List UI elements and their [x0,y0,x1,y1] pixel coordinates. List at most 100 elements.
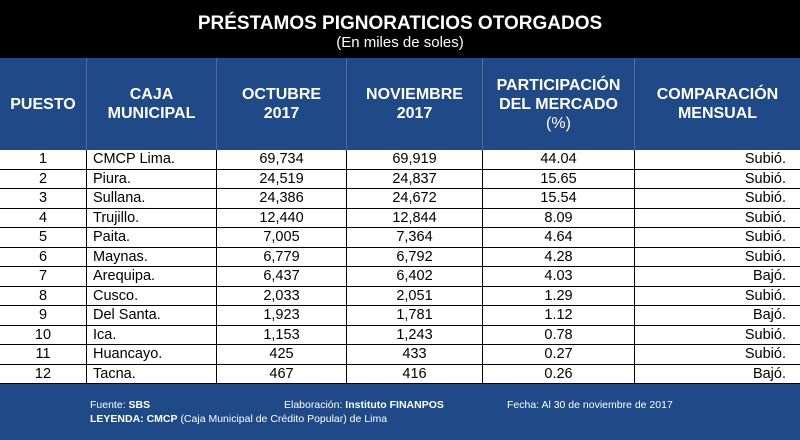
title-area: PRÉSTAMOS PIGNORATICIOS OTORGADOS (En mi… [0,0,800,58]
cell-comparacion: Subió. [634,325,800,345]
cell-octubre: 24,386 [216,189,346,209]
cell-noviembre: 6,792 [346,247,482,267]
cell-puesto: 3 [0,189,86,209]
cell-octubre: 69,734 [216,150,346,170]
cell-puesto: 11 [0,345,86,365]
cell-participacion: 4.28 [482,247,634,267]
cell-noviembre: 433 [346,345,482,365]
cell-comparacion: Bajó. [634,267,800,287]
header-noviembre-line2: 2017 [396,105,433,122]
cell-octubre: 1,153 [216,325,346,345]
table-footer: Fuente: SBS Elaboración: Instituto FINAN… [0,384,800,440]
cell-caja: Piura. [86,169,216,189]
cell-octubre: 7,005 [216,228,346,248]
table-row: 8 Cusco. 2,033 2,051 1.29 Subió. [0,286,800,306]
cell-caja: Trujillo. [86,208,216,228]
cell-puesto: 5 [0,228,86,248]
cell-participacion: 4.03 [482,267,634,287]
header-participacion-line1: PARTICIPACIÓN [496,76,621,94]
header-comparacion: COMPARACIÓN MENSUAL [634,58,800,150]
cell-octubre: 6,779 [216,247,346,267]
cell-participacion: 44.04 [482,150,634,170]
cell-participacion: 15.65 [482,169,634,189]
cell-puesto: 8 [0,287,86,306]
cell-noviembre: 12,844 [346,208,482,228]
cell-comparacion: Subió. [634,169,800,189]
cell-puesto: 10 [0,326,86,345]
cell-comparacion: Subió. [634,345,800,365]
header-puesto: PUESTO [0,58,86,150]
cell-comparacion: Subió. [634,189,800,209]
cell-puesto: 2 [0,170,86,189]
cell-participacion: 0.26 [482,364,634,384]
footer-elaboracion: Elaboración: Instituto FINANPOS [284,398,444,412]
header-comparacion-line2: MENSUAL [677,105,758,122]
header-participacion: PARTICIPACIÓN DEL MERCADO (%) [482,58,634,150]
header-noviembre-line1: NOVIEMBRE [366,86,463,103]
header-participacion-unit: (%) [546,114,571,132]
cell-puesto: 1 [0,150,86,170]
header-caja-line2: MUNICIPAL [107,105,196,122]
table-row: 1 CMCP Lima. 69,734 69,919 44.04 Subió. [0,150,800,170]
table-row: 9 Del Santa. 1,923 1,781 1.12 Bajó. [0,306,800,326]
header-octubre: OCTUBRE 2017 [216,58,346,150]
cell-comparacion: Subió. [634,286,800,306]
cell-caja: Huancayo. [86,345,216,365]
cell-comparacion: Subió. [634,247,800,267]
footer-leyenda-abbr: CMCP [146,413,178,425]
footer-fuente-label: Fuente: [90,399,126,411]
header-octubre-line1: OCTUBRE [241,86,322,103]
cell-noviembre: 416 [346,364,482,384]
footer-leyenda: LEYENDA: CMCP (Caja Municipal de Crédito… [90,412,387,426]
cell-participacion: 15.54 [482,189,634,209]
footer-fecha: Fecha: Al 30 de noviembre de 2017 [507,399,673,411]
header-participacion-line2: DEL MERCADO [499,95,618,113]
cell-noviembre: 2,051 [346,286,482,306]
header-noviembre: NOVIEMBRE 2017 [346,58,482,150]
table-row: 6 Maynas. 6,779 6,792 4.28 Subió. [0,247,800,267]
footer-leyenda-text: (Caja Municipal de Crédito Popular) de L… [180,413,388,425]
cell-comparacion: Subió. [634,150,800,170]
table-header: PUESTO CAJA MUNICIPAL OCTUBRE 2017 NOVIEMB… [0,58,800,150]
cell-octubre: 2,033 [216,286,346,306]
cell-octubre: 6,437 [216,267,346,287]
cell-comparacion: Subió. [634,228,800,248]
cell-octubre: 467 [216,364,346,384]
table-row: 10 Ica. 1,153 1,243 0.78 Subió. [0,325,800,345]
cell-noviembre: 24,672 [346,189,482,209]
table-subtitle: (En miles de soles) [336,34,464,51]
cell-participacion: 0.27 [482,345,634,365]
cell-participacion: 1.12 [482,306,634,326]
table-row: 2 Piura. 24,519 24,837 15.65 Subió. [0,169,800,189]
cell-caja: Sullana. [86,189,216,209]
cell-participacion: 1.29 [482,286,634,306]
cell-noviembre: 1,243 [346,325,482,345]
cell-participacion: 8.09 [482,208,634,228]
cell-comparacion: Subió. [634,208,800,228]
table-row: 11 Huancayo. 425 433 0.27 Subió. [0,345,800,365]
header-comparacion-line1: COMPARACIÓN [656,86,779,103]
footer-elaboracion-label: Elaboración: [284,399,343,411]
cell-participacion: 0.78 [482,325,634,345]
cell-participacion: 4.64 [482,228,634,248]
table-row: 12 Tacna. 467 416 0.26 Bajó. [0,364,800,384]
cell-caja: Ica. [86,325,216,345]
cell-octubre: 425 [216,345,346,365]
header-caja: CAJA MUNICIPAL [86,58,216,150]
cell-caja: Paita. [86,228,216,248]
cell-caja: Tacna. [86,364,216,384]
cell-caja: Cusco. [86,286,216,306]
cell-noviembre: 69,919 [346,150,482,170]
cell-caja: Maynas. [86,247,216,267]
cell-comparacion: Bajó. [634,364,800,384]
cell-puesto: 9 [0,306,86,326]
cell-comparacion: Bajó. [634,306,800,326]
table-row: 7 Arequipa. 6,437 6,402 4.03 Bajó. [0,267,800,287]
footer-leyenda-label: LEYENDA: [90,413,144,425]
cell-octubre: 1,923 [216,306,346,326]
cell-octubre: 12,440 [216,208,346,228]
cell-puesto: 6 [0,248,86,267]
footer-fuente-value: SBS [128,399,151,411]
cell-octubre: 24,519 [216,169,346,189]
